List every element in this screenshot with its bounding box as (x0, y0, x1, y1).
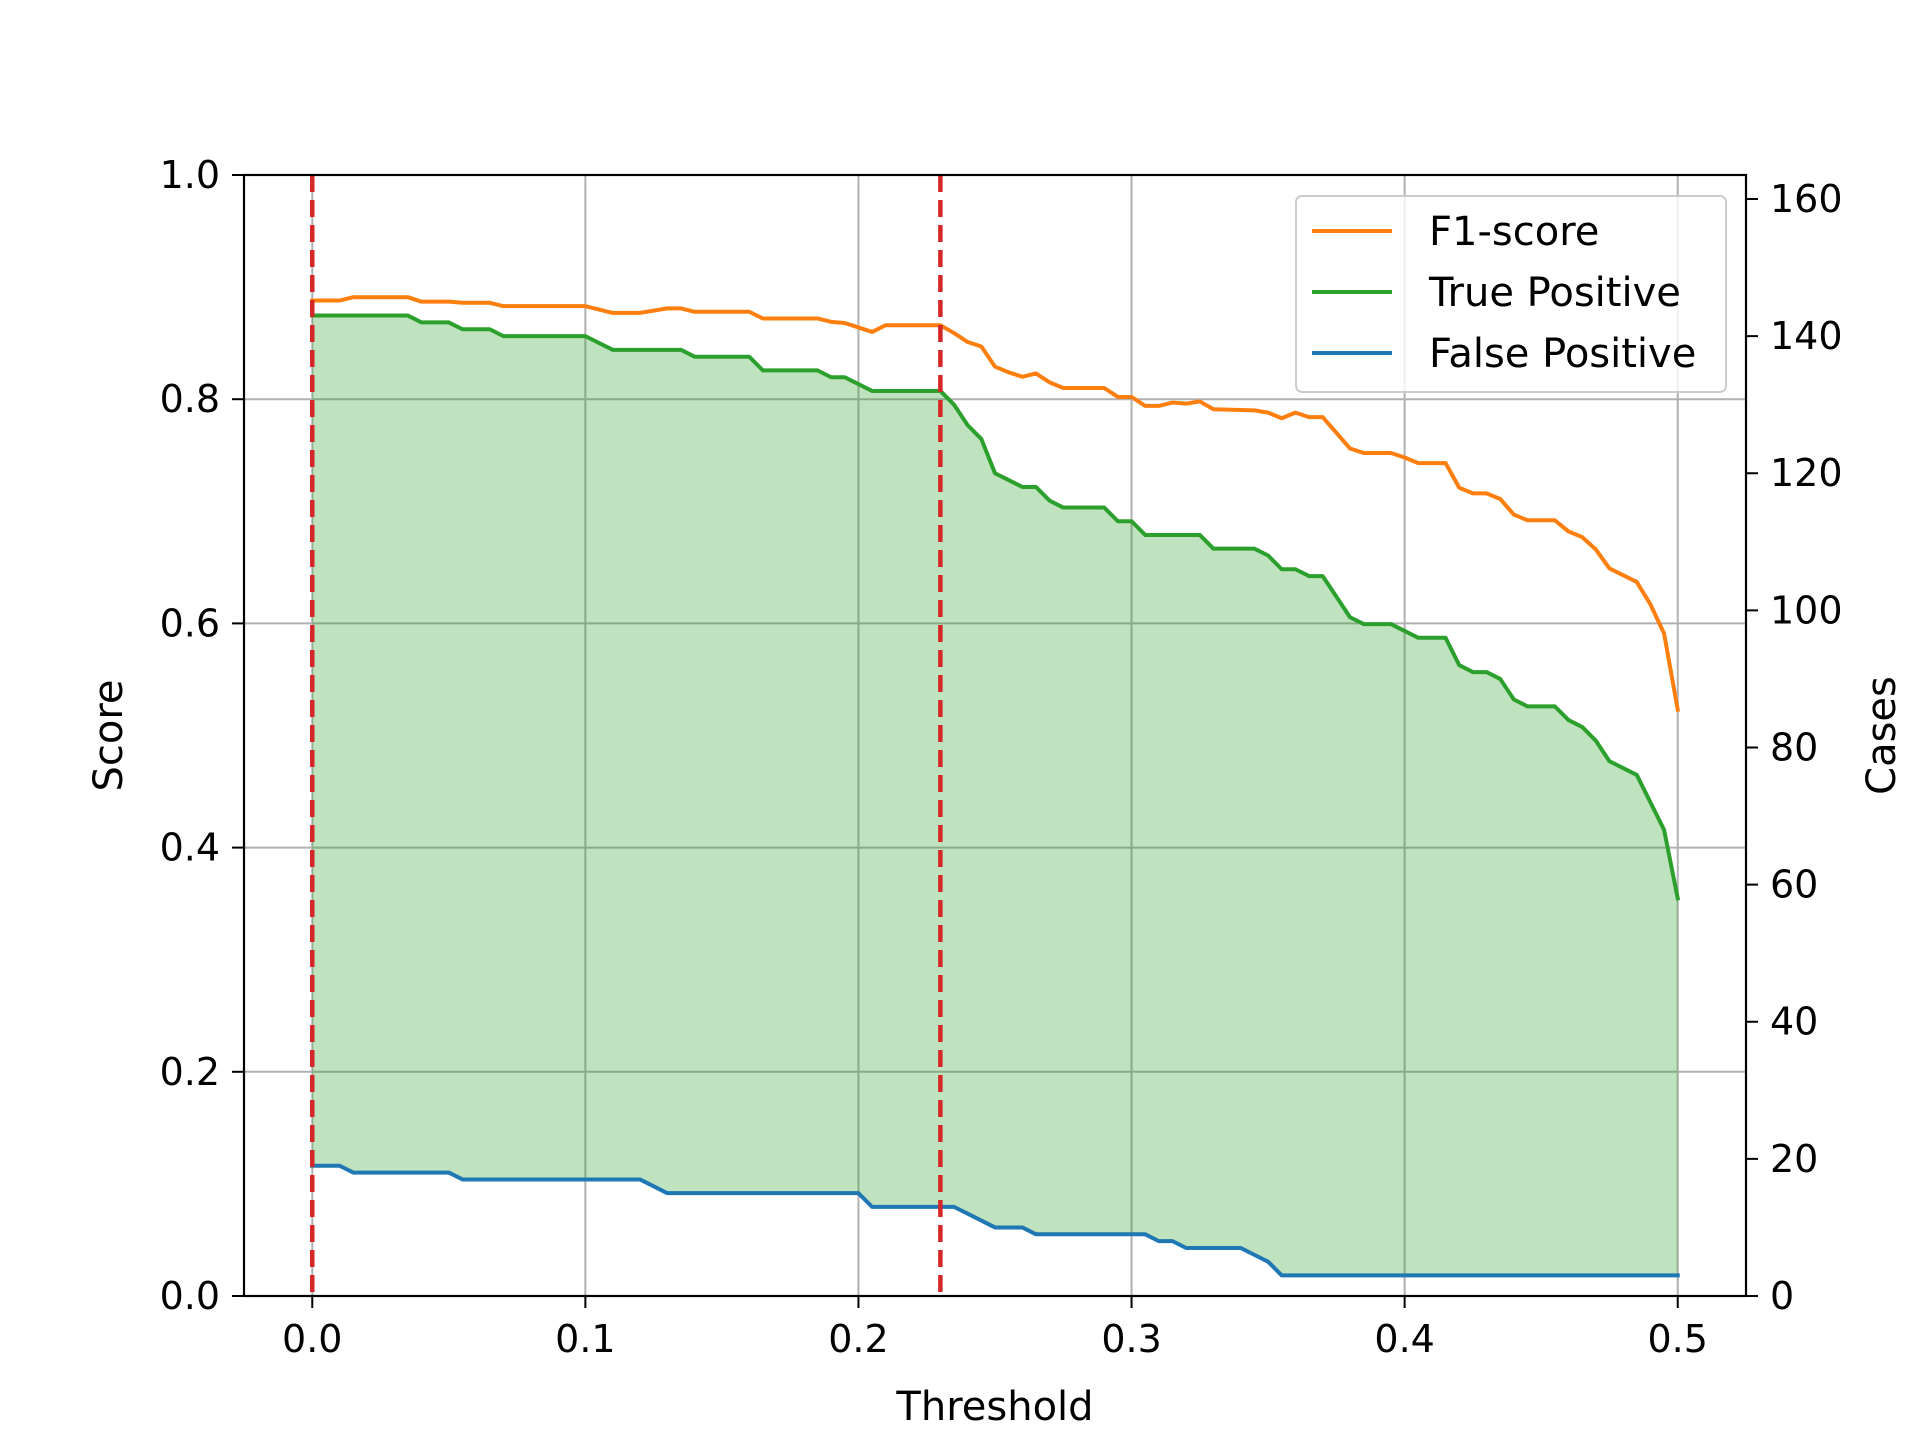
y2-tick-label: 80 (1770, 725, 1818, 769)
x-tick-label: 0.0 (282, 1317, 342, 1361)
fill-layer (312, 315, 1678, 1276)
y2-tick-label: 0 (1770, 1274, 1794, 1318)
y-axis-label: Score (86, 679, 132, 791)
y-tick-label: 0.6 (160, 601, 220, 645)
series-layer (310, 295, 1681, 1278)
y2-tick-label: 100 (1770, 588, 1843, 632)
y2-axis-label: Cases (1859, 676, 1905, 795)
x-tick-label: 0.2 (828, 1317, 888, 1361)
vline-layer (310, 175, 943, 1296)
x-tick-label: 0.4 (1374, 1317, 1434, 1361)
legend: F1-score True Positive False Positive (1295, 195, 1727, 393)
true-positive-fill-area (312, 315, 1678, 1276)
y2-tick-label: 120 (1770, 451, 1843, 495)
x-tick-label: 0.5 (1648, 1317, 1708, 1361)
y2-tick-label: 20 (1770, 1137, 1818, 1181)
legend-label-f1-score: F1-score (1429, 209, 1599, 255)
y2-tick-label: 140 (1770, 314, 1843, 358)
x-tick-label: 0.3 (1101, 1317, 1161, 1361)
true-positive-line (310, 313, 1681, 901)
legend-label-true-positive: True Positive (1428, 270, 1681, 316)
y-tick-label: 1.0 (160, 153, 220, 197)
y-tick-label: 0.2 (160, 1050, 220, 1094)
y2-tick-label: 60 (1770, 863, 1818, 907)
y-tick-label: 0.4 (160, 826, 220, 870)
y2-tick-label: 40 (1770, 1000, 1818, 1044)
y2-tick-label: 160 (1770, 177, 1843, 221)
legend-box (1295, 195, 1727, 393)
plot-frame (242, 173, 1748, 1298)
y-tick-label: 0.8 (160, 377, 220, 421)
x-tick-label: 0.1 (555, 1317, 615, 1361)
x-axis-label: Threshold (895, 1384, 1093, 1430)
legend-label-false-positive: False Positive (1429, 331, 1696, 377)
tick-layer: 0.0 0.1 0.2 0.3 0.4 0.5 0.0 0.2 0.4 0.6 0.8 1.0 0 20 4… (160, 153, 1843, 1361)
f1-score-line (310, 295, 1681, 713)
y-tick-label: 0.0 (160, 1274, 220, 1318)
false-positive-line (310, 1163, 1680, 1278)
